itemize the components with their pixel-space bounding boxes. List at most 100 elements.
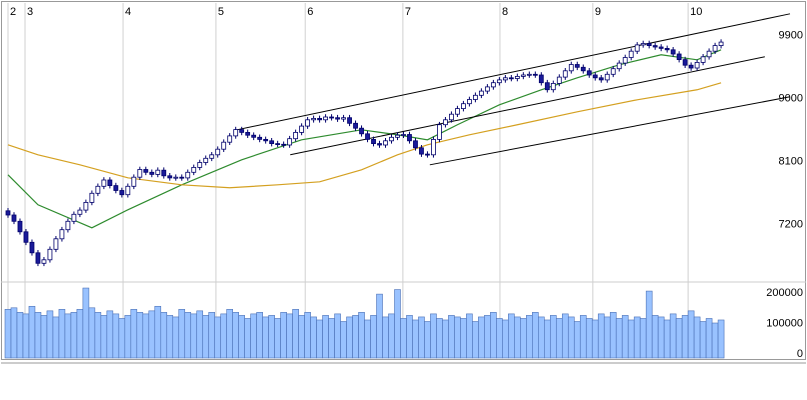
candle-body: [311, 118, 316, 121]
volume-bar: [639, 318, 647, 359]
candle-body: [329, 116, 334, 119]
candle-body: [520, 74, 526, 77]
candle-body: [203, 157, 209, 163]
y-tick-label: 7200: [779, 219, 803, 231]
volume-bar: [214, 316, 222, 359]
volume-bar: [10, 307, 18, 359]
candle-body: [371, 138, 376, 144]
candle-body: [365, 133, 370, 140]
candle-body: [353, 122, 358, 129]
candle-body: [35, 252, 41, 264]
volume-bar: [615, 318, 623, 359]
candle-body: [652, 45, 658, 48]
x-tick-label: 4: [125, 6, 131, 18]
candle-body: [131, 176, 137, 187]
volume-bar: [178, 309, 186, 359]
volume-bar: [478, 316, 485, 359]
volume-bar: [334, 313, 341, 359]
volume-bar: [22, 313, 30, 359]
candle-body: [281, 143, 287, 146]
volume-bar: [460, 318, 467, 359]
trend-line: [429, 96, 791, 166]
volume-bar: [561, 313, 569, 359]
volume-bar: [274, 318, 281, 359]
volume-bar: [16, 312, 24, 359]
volume-bar: [4, 309, 12, 359]
volume-bar: [484, 315, 491, 359]
y-tick-label: 8100: [779, 156, 803, 168]
volume-bar: [645, 290, 653, 359]
volume-bar: [627, 319, 635, 359]
candle-body: [395, 134, 400, 138]
candle-body: [251, 134, 257, 138]
candle-body: [532, 73, 538, 76]
candle-body: [634, 44, 640, 52]
volume-bar: [448, 315, 455, 359]
candle-body: [443, 119, 448, 126]
volume-bar: [304, 312, 311, 359]
volume-bar: [633, 316, 641, 359]
candle-body: [125, 185, 131, 196]
candle-body: [263, 138, 269, 142]
candle-body: [209, 154, 215, 159]
candle-body: [347, 117, 352, 124]
volume-bar: [310, 316, 317, 359]
candle-body: [508, 77, 514, 80]
volume-bar: [520, 318, 527, 359]
candle-body: [449, 113, 454, 121]
volume-bar: [591, 319, 599, 359]
volume-bar: [555, 318, 563, 359]
candle-body: [305, 119, 311, 127]
volume-bar: [364, 319, 371, 359]
candle-body: [514, 76, 520, 79]
candle-body: [383, 140, 388, 146]
candle-body: [425, 153, 430, 156]
candle-body: [107, 179, 113, 186]
moving-average: [7, 82, 722, 189]
volume-bar: [508, 313, 515, 359]
candle-body: [275, 143, 281, 146]
candle-body: [227, 135, 233, 143]
candle-body: [658, 46, 664, 49]
volume-bar: [322, 315, 329, 359]
volume-bar: [693, 316, 701, 359]
x-tick-label: 3: [27, 6, 33, 18]
volume-bar: [190, 313, 198, 359]
volume-bar: [705, 318, 713, 359]
candle-body: [221, 141, 227, 150]
volume-bar: [238, 315, 245, 359]
candle-body: [670, 49, 676, 55]
volume-bar: [226, 309, 234, 359]
candle-body: [89, 192, 95, 203]
candle-body: [299, 125, 305, 133]
x-tick-label: 8: [502, 6, 508, 18]
volume-bar: [657, 316, 665, 359]
candle-body: [455, 108, 460, 115]
volume-bar: [64, 313, 72, 359]
volume-bar: [100, 315, 108, 359]
candle-body: [269, 140, 275, 145]
volume-bar: [711, 322, 719, 359]
y-tick-label: 9000: [779, 93, 803, 105]
volume-bar: [412, 319, 419, 359]
volume-bar: [687, 310, 695, 359]
volume-bar: [82, 287, 90, 359]
moving-average: [7, 49, 722, 229]
candle-body: [550, 83, 556, 91]
volume-bar: [268, 315, 275, 359]
volume-bar: [454, 316, 461, 359]
candle-body: [359, 127, 364, 135]
candle-body: [646, 43, 652, 46]
candle-body: [83, 201, 89, 211]
volume-bar: [496, 318, 503, 359]
candle-body: [419, 147, 424, 155]
volume-bar: [196, 310, 204, 359]
volume-bar: [621, 315, 629, 359]
volume-bar: [669, 313, 677, 359]
candle-body: [257, 136, 263, 140]
candle-body: [490, 82, 496, 88]
candle-body: [101, 179, 107, 187]
volume-tick-label: 200000: [766, 287, 803, 299]
volume-tick-label: 0: [797, 348, 803, 360]
